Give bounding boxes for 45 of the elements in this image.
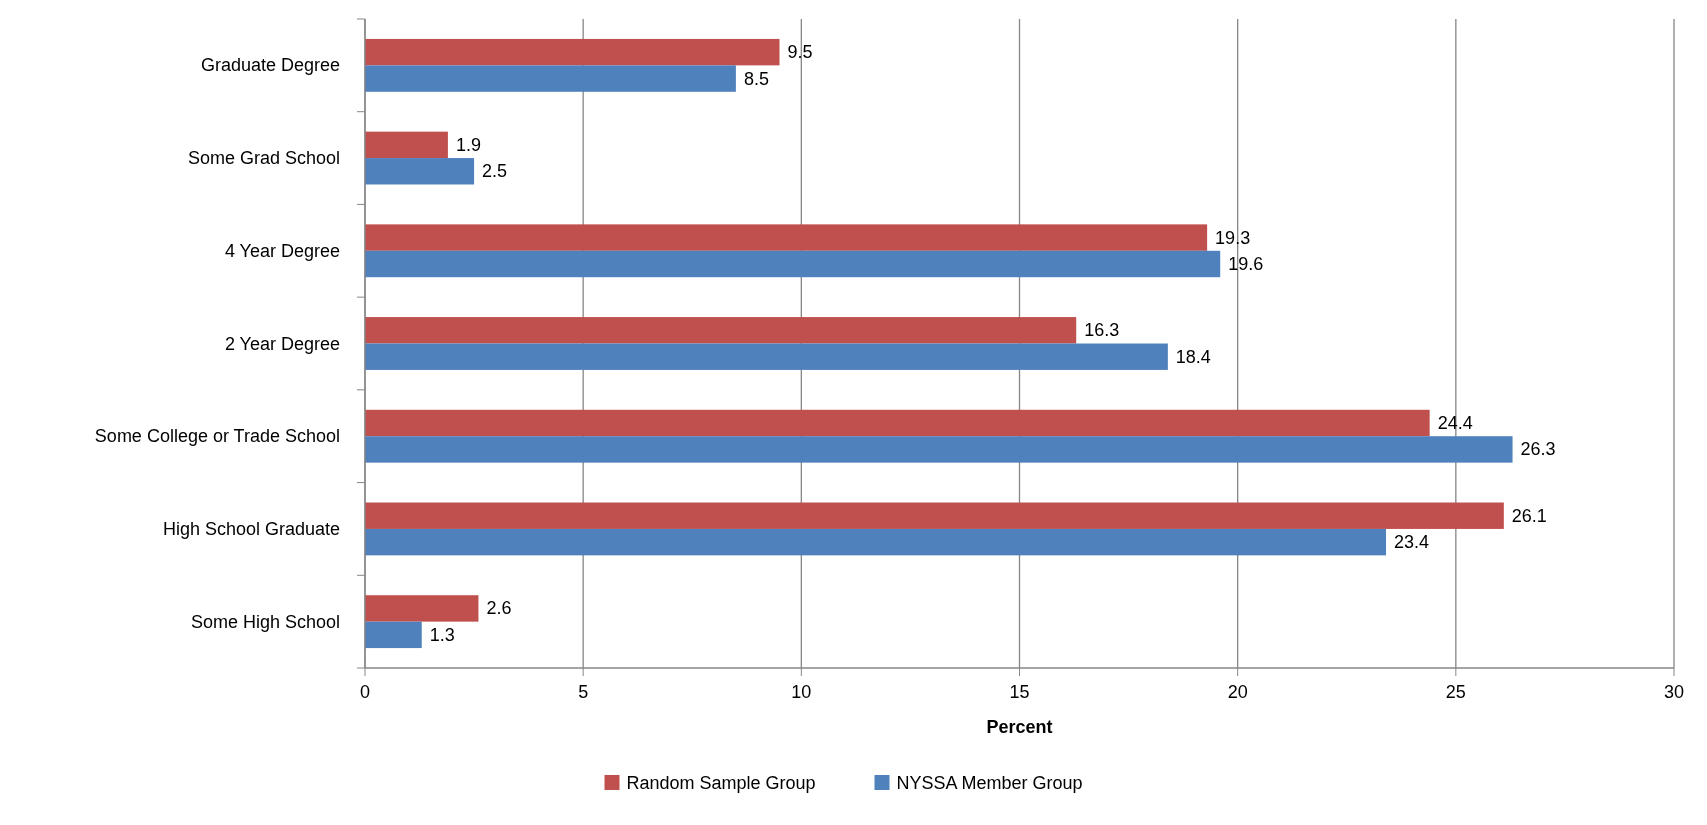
data-label: 2.5 [482,161,508,182]
bar [365,317,1077,344]
y-tick-label: Some Grad School [187,148,340,169]
bar [365,250,1221,278]
data-label: 9.5 [787,42,813,63]
bar [365,502,1504,529]
data-label: 26.1 [1511,505,1547,526]
bar [365,409,1430,437]
bar [365,595,479,622]
data-label: 16.3 [1084,320,1120,341]
legend-label: Random Sample Group [626,773,816,793]
x-tick-label: 0 [359,682,371,702]
y-tick-label: 4 Year Degree [224,240,340,261]
x-tick-label: 10 [791,682,812,702]
data-label: 2.6 [486,598,512,619]
x-tick-label: 5 [578,682,589,702]
x-tick-label: 20 [1227,682,1248,702]
data-label: 8.5 [743,68,769,89]
legend-label: NYSSA Member Group [896,773,1083,793]
bar [365,436,1513,463]
y-tick-label: Graduate Degree [200,55,340,76]
x-axis-title: Percent [986,717,1053,737]
bar [365,65,736,92]
data-label: 1.9 [455,134,481,155]
bar [365,528,1387,556]
bar [365,343,1168,370]
data-label: 19.3 [1215,227,1251,248]
x-tick-label: 15 [1009,682,1030,702]
bar [365,224,1208,251]
data-label: 1.3 [429,624,455,645]
data-label: 24.4 [1437,413,1473,433]
bar [365,131,448,159]
x-tick-label: 25 [1445,682,1466,702]
y-tick-label: Some High School [190,611,340,632]
y-tick-label: 2 Year Degree [224,333,340,354]
data-label: 23.4 [1394,532,1430,553]
bar [365,38,780,66]
y-tick-label: Some College or Trade School [94,426,340,447]
data-label: 26.3 [1520,439,1556,460]
bar [365,621,422,649]
data-label: 19.6 [1228,254,1264,274]
bar [365,158,475,185]
data-label: 18.4 [1175,346,1211,367]
y-tick-label: High School Graduate [162,518,340,539]
x-tick-label: 30 [1663,682,1685,702]
